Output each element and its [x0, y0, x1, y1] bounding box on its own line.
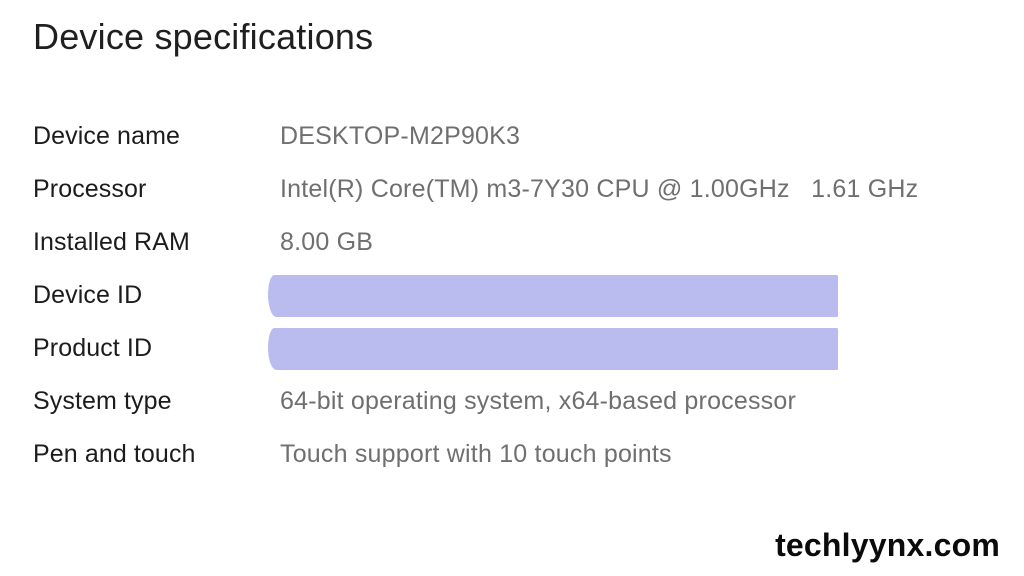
spec-value: DESKTOP-M2P90K3	[280, 122, 521, 150]
spec-list: Device name DESKTOP-M2P90K3 Processor In…	[33, 110, 1024, 481]
spec-row: Installed RAM 8.00 GB	[33, 216, 1024, 269]
spec-row: Processor Intel(R) Core(TM) m3-7Y30 CPU …	[33, 163, 1024, 216]
spec-label: Pen and touch	[33, 440, 196, 468]
spec-value: Touch support with 10 touch points	[280, 440, 672, 468]
spec-label: Device name	[33, 122, 180, 150]
spec-label: Processor	[33, 175, 147, 203]
spec-label: Product ID	[33, 334, 153, 362]
spec-label: Device ID	[33, 281, 143, 309]
spec-row: Device ID	[33, 269, 1024, 322]
spec-row: Pen and touch Touch support with 10 touc…	[33, 428, 1024, 481]
spec-row: Device name DESKTOP-M2P90K3	[33, 110, 1024, 163]
spec-row: System type 64-bit operating system, x64…	[33, 375, 1024, 428]
spec-label: Installed RAM	[33, 228, 190, 256]
spec-value: 8.00 GB	[280, 228, 374, 256]
spec-value: 64-bit operating system, x64-based proce…	[280, 387, 797, 415]
redacted-value-bar	[268, 274, 838, 317]
spec-label: System type	[33, 387, 172, 415]
redacted-value-bar	[268, 327, 838, 370]
page-title: Device specifications	[33, 16, 374, 57]
spec-row: Product ID	[33, 322, 1024, 375]
watermark-text: techlyynx.com	[775, 527, 1000, 563]
spec-value: Intel(R) Core(TM) m3-7Y30 CPU @ 1.00GHz …	[280, 175, 919, 203]
